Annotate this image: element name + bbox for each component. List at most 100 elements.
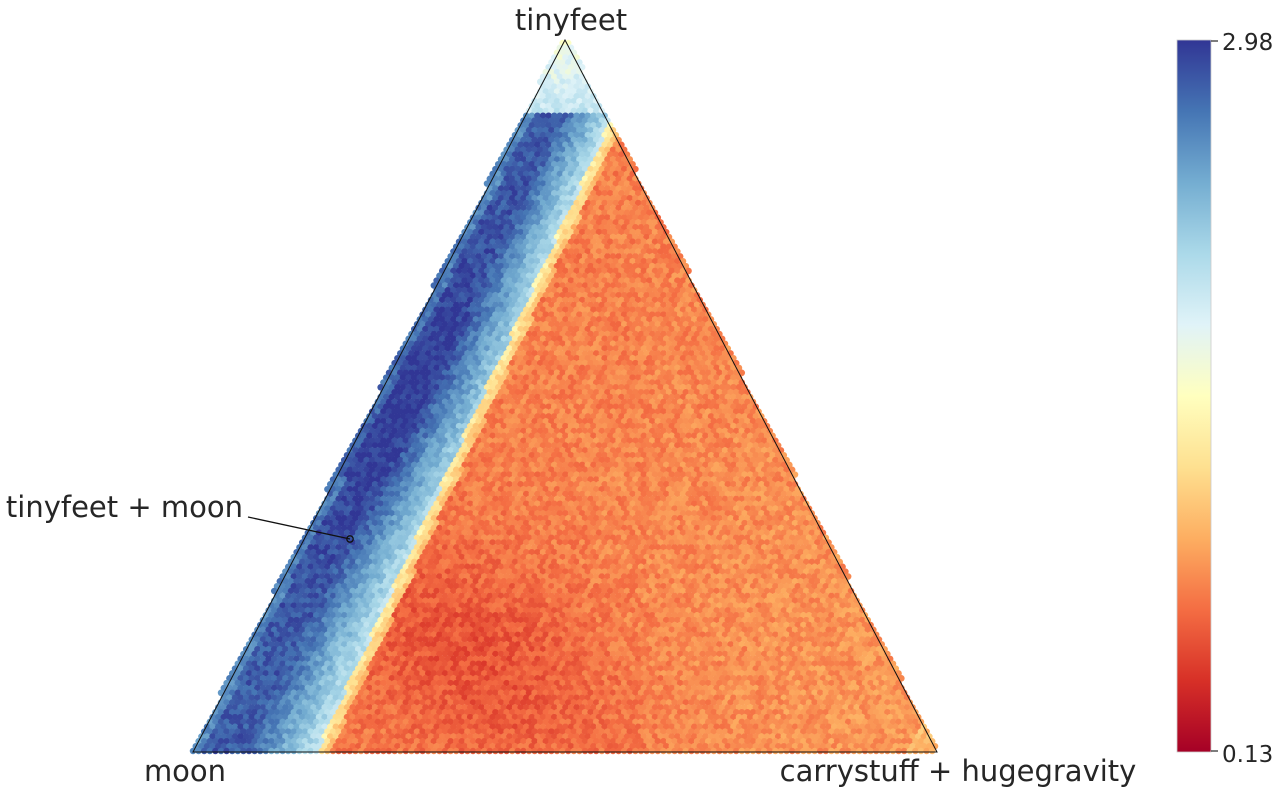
hexbin-cell [598, 146, 606, 153]
hexbin-cell [559, 194, 566, 202]
hexbin-cell [620, 146, 628, 153]
hexbin-cell [601, 180, 608, 187]
hexbin-cell [584, 112, 592, 119]
hexbin-cell [581, 127, 589, 134]
hexbin-cell [573, 112, 580, 119]
hexbin-cell [567, 122, 575, 129]
hexbin-cell [567, 112, 575, 119]
hexbin-cell [542, 136, 550, 144]
hexbin-cell [550, 83, 558, 90]
hexbin-cell [564, 88, 572, 95]
hexbin-cell [534, 170, 541, 178]
hexbin-cell [576, 156, 583, 163]
hexbin-cell [567, 190, 575, 197]
hexbin-cell [514, 175, 522, 183]
hexbin-cell [556, 83, 564, 90]
hexbin-cell [548, 165, 555, 173]
hexbin-cell [553, 59, 561, 66]
hexbin-cell [604, 194, 611, 202]
hexbin-cell [590, 122, 597, 129]
hexbin-cell [506, 190, 513, 197]
hexbin-cell [567, 73, 575, 81]
hexbin-cell [576, 97, 583, 105]
hexbin-cell [508, 156, 516, 163]
hexbin-cell [578, 151, 586, 158]
hexbin-cell [587, 194, 594, 202]
hexbin-cell [573, 190, 580, 197]
hexbin-cell [576, 165, 583, 173]
hexbin-cell [632, 185, 639, 192]
hexbin-cell [542, 165, 550, 173]
hexbin-cell [517, 131, 524, 139]
hexbin-cell [489, 190, 496, 197]
hexbin-cell [506, 151, 513, 158]
hexbin-cell [578, 190, 586, 197]
hexbin-cell [587, 136, 594, 144]
hexbin-cell [556, 151, 564, 158]
hexbin-cell [587, 175, 594, 183]
hexbin-cell [606, 190, 614, 197]
hexbin-cell [615, 156, 622, 163]
hexbin-cell [528, 180, 536, 187]
hexbin-cell [492, 194, 499, 202]
hexbin-cell [534, 160, 541, 168]
hexbin-cell [531, 185, 538, 192]
hexbin-cell [604, 127, 611, 134]
hexbin-cell [494, 199, 502, 207]
hexbin-cell [525, 194, 533, 202]
hexbin-cell [542, 88, 550, 95]
hexbin-cell [559, 49, 566, 56]
hexbin-cell [584, 93, 592, 100]
hexbin-cell [564, 59, 572, 66]
hexbin-cell [581, 78, 589, 86]
hexbin-cell [548, 175, 555, 183]
hexbin-cell [562, 63, 569, 71]
hexbin-cell [595, 199, 603, 207]
hexbin-cell [522, 131, 530, 139]
hexbin-cell [570, 185, 578, 192]
hexbin-cell [548, 156, 555, 163]
hexbin-cell [506, 199, 513, 207]
hexbin-cell [576, 136, 583, 144]
hexbin-cell [564, 156, 572, 163]
hexbin-cell [620, 156, 628, 163]
hexbin-cell [564, 68, 572, 76]
hexbin-cell [567, 63, 575, 71]
hexbin-cell [562, 102, 569, 110]
hexbin-cell [494, 160, 502, 168]
hexbin-cell [542, 97, 550, 105]
hexbin-cell [564, 146, 572, 153]
hexbin-cell [618, 180, 625, 187]
hexbin-cell [534, 112, 541, 119]
hexbin-cell [578, 122, 586, 129]
hexbin-cell [534, 180, 541, 187]
hexbin-cell [592, 156, 600, 163]
hexbin-cell [559, 97, 566, 105]
hexbin-cell [525, 146, 533, 153]
hexbin-cell [567, 54, 575, 61]
hexbin-cell [531, 175, 538, 183]
hexbin-cell [562, 73, 569, 81]
hexbin-cell [542, 156, 550, 163]
hexbin-cell [562, 44, 569, 52]
hexbin-cell [497, 194, 505, 202]
hexbin-cell [584, 131, 592, 139]
hexbin-cell [598, 117, 606, 124]
hexbin-cell [590, 160, 597, 168]
hexbin-cell [576, 127, 583, 134]
hexbin-cell [567, 93, 575, 100]
hexbin-cell [522, 190, 530, 197]
hexbin-cell [550, 199, 558, 207]
hexbin-cell [545, 122, 552, 129]
hexbin-cell [536, 185, 544, 192]
hexbin-cell [528, 131, 536, 139]
hexbin-cell [556, 180, 564, 187]
hexbin-cell [542, 175, 550, 183]
hexbin-cell [545, 102, 552, 110]
hexbin-cell [564, 49, 572, 56]
hexbin-cell [525, 185, 533, 192]
hexbin-cell [522, 122, 530, 129]
hexbin-cell [606, 199, 614, 207]
hexbin-cell [508, 185, 516, 192]
hexbin-cell [570, 88, 578, 95]
